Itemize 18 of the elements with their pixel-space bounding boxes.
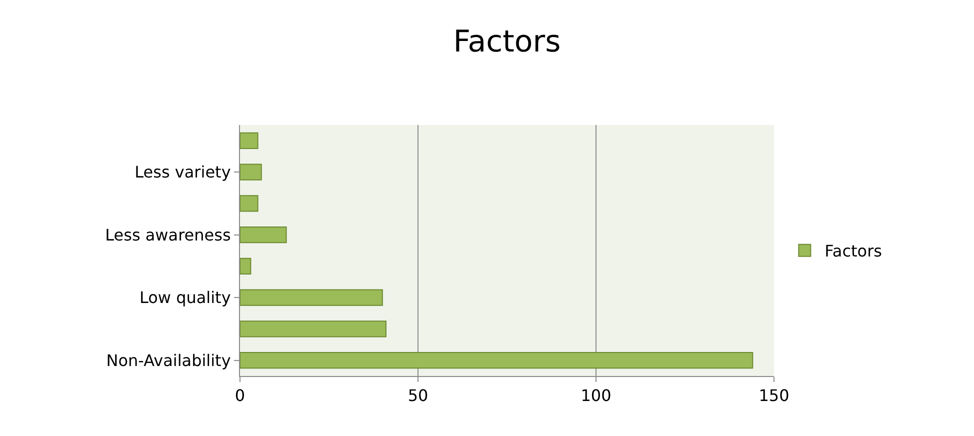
x-tick-label: 150 [758, 386, 790, 406]
bar [240, 132, 258, 150]
y-tick-label: Less awareness [105, 225, 231, 244]
y-tick-label: Low quality [139, 288, 231, 308]
chart-title: Factors [453, 24, 561, 60]
bar [240, 320, 386, 338]
bar [240, 226, 287, 244]
bar [240, 258, 252, 275]
x-tick-label: 100 [580, 386, 612, 406]
bar [240, 352, 754, 369]
y-tick-label: Non-Availability [106, 350, 231, 370]
bar [240, 195, 258, 212]
bar [240, 289, 383, 306]
x-tick-label: 0 [234, 386, 246, 406]
bar [240, 164, 262, 180]
x-tick-label: 50 [408, 386, 428, 406]
legend-label: Factors [824, 242, 882, 261]
y-tick-label: Less variety [134, 162, 231, 182]
